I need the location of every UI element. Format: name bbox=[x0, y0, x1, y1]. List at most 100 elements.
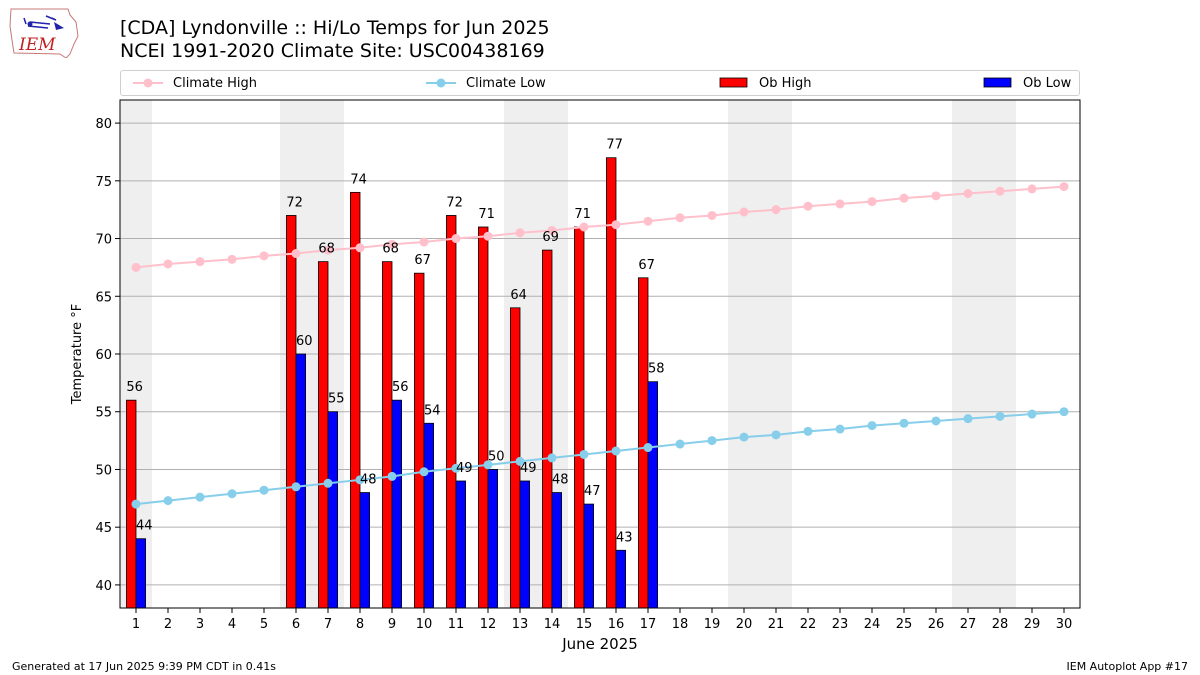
ob-high-bar bbox=[638, 277, 649, 609]
climate-high-point bbox=[1027, 184, 1037, 194]
x-tick-label: 25 bbox=[896, 617, 913, 632]
legend-climate-low-label: Climate Low bbox=[466, 75, 546, 91]
climate-high-point bbox=[579, 222, 589, 232]
x-tick-label: 7 bbox=[324, 617, 332, 632]
x-tick-label: 18 bbox=[672, 617, 689, 632]
climate-low-point bbox=[995, 411, 1005, 421]
legend-item-ob-low: Ob Low bbox=[983, 71, 1071, 95]
climate-high-point bbox=[995, 186, 1005, 196]
climate-low-point bbox=[547, 453, 557, 463]
ob-high-label: 74 bbox=[350, 172, 367, 187]
ob-low-label: 56 bbox=[392, 380, 409, 395]
ob-high-bar bbox=[606, 157, 617, 609]
x-tick-label: 29 bbox=[1024, 617, 1041, 632]
climate-low-point bbox=[867, 421, 877, 431]
x-tick-label: 5 bbox=[260, 617, 268, 632]
climate-high-point bbox=[835, 199, 845, 209]
weekend-band bbox=[280, 100, 344, 608]
chart-subtitle: NCEI 1991-2020 Climate Site: USC00438169 bbox=[120, 40, 545, 62]
ob-low-bar bbox=[295, 353, 307, 609]
y-tick-label: 50 bbox=[95, 463, 112, 478]
climate-low-point bbox=[291, 482, 301, 492]
weekend-band bbox=[952, 100, 1016, 608]
x-tick-label: 30 bbox=[1056, 617, 1073, 632]
climate-high-point bbox=[547, 225, 557, 235]
climate-low-point bbox=[451, 463, 461, 473]
legend-ob-low-swatch bbox=[983, 77, 1012, 88]
climate-low-point bbox=[835, 424, 845, 434]
ob-low-bar bbox=[519, 480, 531, 609]
ob-high-label: 71 bbox=[478, 207, 495, 222]
y-tick-label: 60 bbox=[95, 348, 112, 363]
climate-high-point bbox=[227, 254, 237, 264]
weekend-band bbox=[728, 100, 792, 608]
weekend-band bbox=[504, 100, 568, 608]
ob-low-label: 58 bbox=[648, 362, 665, 377]
ob-high-label: 72 bbox=[446, 195, 463, 210]
climate-low-point bbox=[739, 432, 749, 442]
ob-high-label: 67 bbox=[638, 258, 655, 273]
ob-high-label: 64 bbox=[510, 288, 527, 303]
weekend-band bbox=[120, 100, 152, 608]
climate-low-point bbox=[579, 449, 589, 459]
climate-low-point bbox=[611, 446, 621, 456]
y-tick-label: 75 bbox=[95, 175, 112, 190]
climate-low-point bbox=[931, 416, 941, 426]
y-tick-label: 55 bbox=[95, 406, 112, 421]
ob-high-label: 71 bbox=[574, 207, 591, 222]
climate-low-point bbox=[771, 430, 781, 440]
ob-high-bar bbox=[126, 399, 137, 609]
legend-climate-high-label: Climate High bbox=[173, 75, 258, 91]
x-tick-label: 24 bbox=[864, 617, 881, 632]
iem-iowa-logo-icon: IEM bbox=[9, 8, 79, 58]
climate-low-point bbox=[323, 478, 333, 488]
climate-high-point bbox=[771, 205, 781, 215]
ob-low-label: 43 bbox=[616, 530, 633, 545]
ob-low-bar bbox=[135, 538, 146, 609]
x-tick-label: 12 bbox=[480, 617, 497, 632]
climate-high-point bbox=[899, 193, 909, 203]
chart-legend: Climate High Climate Low Ob High Ob Low bbox=[120, 70, 1080, 96]
legend-ob-high-label: Ob High bbox=[759, 75, 812, 91]
climate-low-point bbox=[707, 436, 717, 446]
ob-high-bar bbox=[542, 249, 553, 609]
climate-high-point bbox=[259, 251, 269, 261]
y-tick-label: 40 bbox=[95, 579, 112, 594]
climate-low-point bbox=[195, 492, 205, 502]
x-tick-label: 9 bbox=[388, 617, 396, 632]
climate-high-point bbox=[451, 234, 461, 244]
ob-low-bar bbox=[359, 492, 371, 609]
x-tick-label: 10 bbox=[416, 617, 433, 632]
ob-low-bar bbox=[327, 411, 339, 609]
ob-high-bar bbox=[574, 226, 585, 609]
legend-item-ob-high: Ob High bbox=[719, 71, 812, 95]
climate-high-point bbox=[483, 231, 493, 241]
ob-high-label: 67 bbox=[414, 253, 431, 268]
climate-high-point bbox=[419, 237, 429, 247]
legend-climate-low-swatch bbox=[426, 78, 456, 88]
climate-low-point bbox=[1027, 409, 1037, 419]
ob-high-label: 77 bbox=[606, 138, 623, 153]
ob-low-label: 55 bbox=[328, 392, 345, 407]
plot-frame bbox=[119, 99, 1081, 609]
climate-high-point bbox=[963, 189, 973, 199]
legend-item-climate-low: Climate Low bbox=[426, 71, 546, 95]
x-tick-label: 28 bbox=[992, 617, 1009, 632]
x-tick-label: 14 bbox=[544, 617, 561, 632]
climate-low-point bbox=[899, 418, 909, 428]
climate-low-point bbox=[387, 471, 397, 481]
x-tick-label: 19 bbox=[704, 617, 721, 632]
ob-low-bar bbox=[391, 399, 403, 609]
chart-title: [CDA] Lyndonville :: Hi/Lo Temps for Jun… bbox=[120, 17, 550, 39]
x-tick-label: 27 bbox=[960, 617, 977, 632]
ob-low-label: 60 bbox=[296, 334, 313, 349]
x-tick-label: 21 bbox=[768, 617, 785, 632]
climate-low-point bbox=[163, 496, 173, 506]
climate-high-point bbox=[611, 220, 621, 230]
x-tick-label: 8 bbox=[356, 617, 364, 632]
footer-generated: Generated at 17 Jun 2025 9:39 PM CDT in … bbox=[12, 660, 277, 673]
ob-low-label: 49 bbox=[520, 461, 537, 476]
climate-high-point bbox=[291, 249, 301, 259]
climate-low-line bbox=[135, 410, 1065, 506]
